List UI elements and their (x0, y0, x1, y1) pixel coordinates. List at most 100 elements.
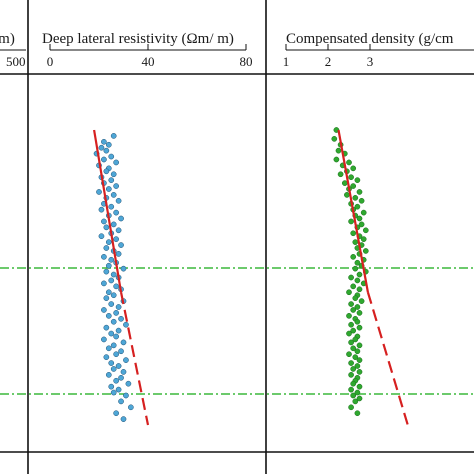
density-plot: 1 2 3 (283, 44, 409, 426)
data-point (346, 159, 352, 166)
data-point (348, 174, 354, 181)
data-point (113, 377, 120, 384)
data-point (348, 386, 354, 393)
data-point (115, 363, 122, 369)
data-point (96, 189, 102, 195)
data-point (108, 330, 115, 337)
data-point (108, 256, 115, 263)
x-tick-label: 40 (142, 54, 155, 69)
data-point (113, 410, 120, 417)
data-point (358, 197, 365, 204)
data-point (105, 239, 112, 245)
data-point (346, 351, 352, 358)
data-point (348, 339, 354, 346)
data-point (358, 298, 365, 304)
trend-line-dashed (119, 292, 150, 426)
data-point (115, 197, 122, 204)
data-point (101, 138, 107, 145)
data-point (352, 295, 359, 301)
data-point (103, 268, 110, 275)
data-point (348, 404, 354, 411)
density-panel-title: Compensated density (g/cm (286, 31, 454, 47)
data-point (125, 380, 132, 387)
data-point (346, 330, 352, 337)
data-point (362, 227, 369, 234)
data-point (350, 392, 357, 399)
data-point (354, 259, 361, 266)
data-point (115, 251, 122, 257)
x-tick-label: 1 (283, 54, 290, 69)
data-point (103, 324, 110, 331)
data-point (335, 147, 342, 154)
data-point (103, 224, 110, 231)
data-point (352, 398, 359, 405)
left-x-tick-label: 500 (6, 54, 26, 69)
data-point (105, 289, 112, 296)
data-point (98, 206, 105, 213)
data-point (113, 209, 120, 216)
data-point (350, 380, 357, 387)
data-point (344, 192, 350, 198)
data-point (115, 227, 122, 234)
data-point (352, 239, 359, 245)
data-point (352, 195, 359, 201)
resistivity-panel-title: Deep lateral resistivity (Ωm/ m) (42, 31, 234, 47)
data-point (115, 327, 122, 334)
data-point (360, 209, 367, 216)
data-point (108, 301, 115, 307)
data-point (103, 354, 110, 360)
data-point (103, 147, 110, 154)
data-point (362, 248, 369, 254)
data-point (354, 304, 361, 310)
data-point (350, 366, 357, 372)
data-point (115, 304, 122, 310)
data-point (356, 383, 363, 390)
data-point (346, 313, 352, 319)
data-point (118, 242, 124, 248)
data-point (348, 321, 354, 328)
data-point (354, 410, 361, 417)
data-point (350, 230, 357, 237)
data-point (103, 168, 110, 175)
x-tick-label: 2 (325, 54, 332, 69)
data-point (110, 192, 117, 198)
data-point (105, 313, 112, 319)
data-point (118, 398, 124, 405)
data-point (113, 351, 120, 358)
data-point (350, 183, 357, 189)
x-tick-label: 3 (367, 54, 374, 69)
data-point (337, 171, 344, 178)
data-point (348, 301, 354, 307)
data-point (356, 189, 363, 195)
data-point (105, 262, 112, 269)
data-point (348, 274, 354, 281)
x-tick-label: 80 (240, 54, 253, 69)
data-point (118, 215, 124, 222)
data-point (113, 310, 120, 316)
data-point (110, 292, 117, 299)
data-point (350, 254, 357, 260)
data-point (346, 289, 352, 296)
data-point (341, 180, 348, 186)
data-point (350, 283, 357, 290)
data-point (113, 283, 120, 290)
data-point (356, 369, 363, 375)
reference-lines (0, 267, 474, 395)
data-point (101, 156, 107, 163)
data-point (356, 342, 363, 349)
data-point (113, 159, 120, 166)
data-point (98, 233, 105, 240)
data-point (352, 336, 359, 343)
data-point (118, 315, 124, 322)
data-point (354, 389, 361, 396)
data-point (110, 221, 117, 228)
data-point (105, 141, 112, 148)
left-panel-title: /m) (0, 31, 15, 47)
data-point (354, 203, 361, 210)
data-point (108, 203, 115, 210)
data-point (348, 372, 354, 378)
resistivity-plot: 0 40 80 (47, 44, 253, 426)
data-point (103, 295, 110, 301)
trend-line-solid (337, 129, 369, 293)
